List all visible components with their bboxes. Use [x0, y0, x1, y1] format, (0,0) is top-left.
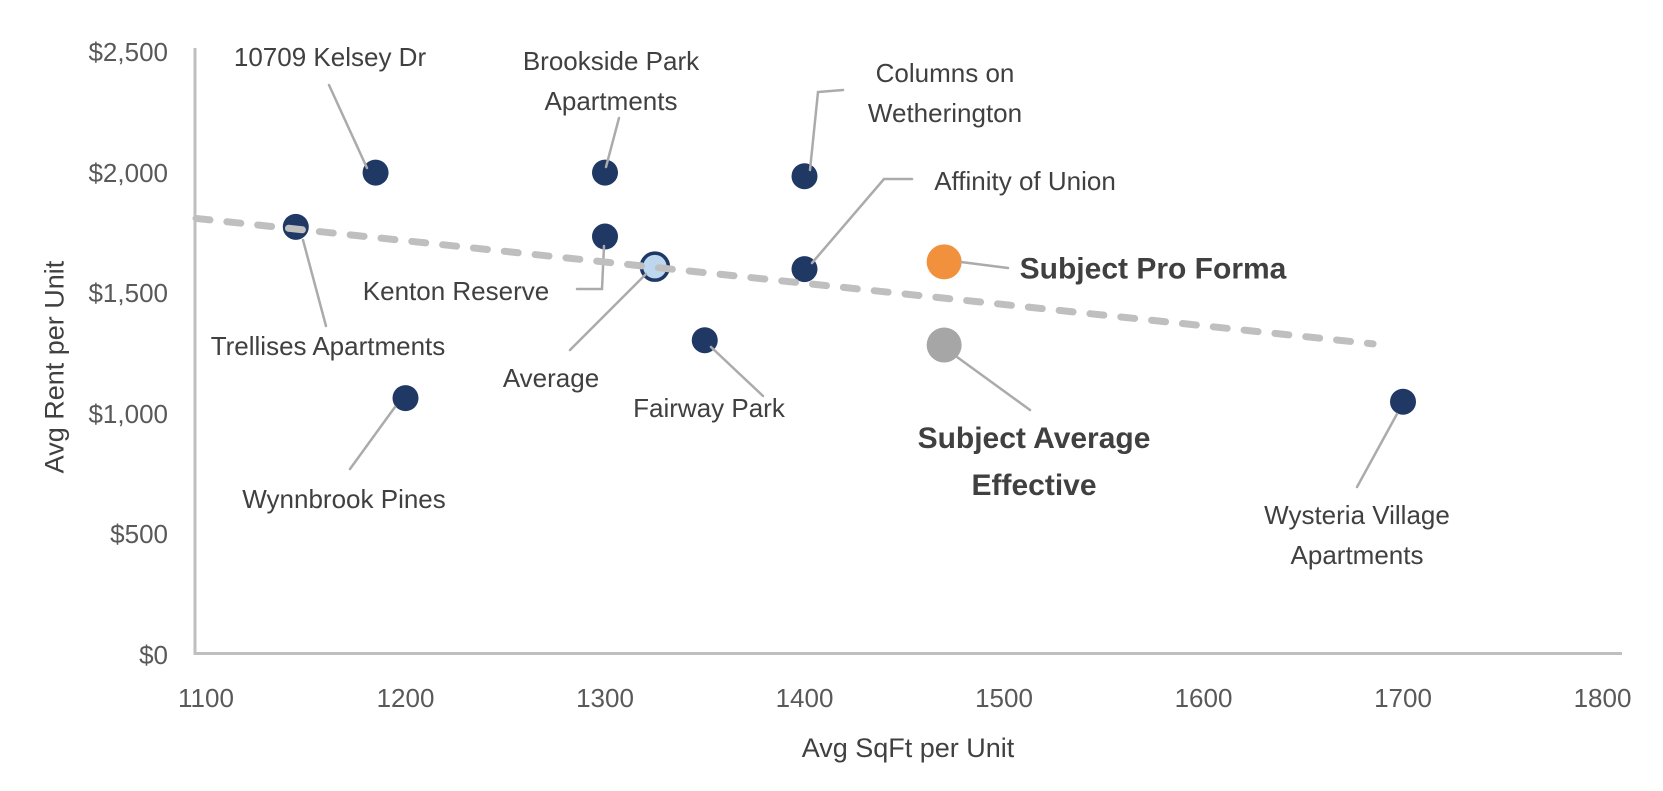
x-axis-title: Avg SqFt per Unit [801, 733, 1015, 763]
x-tick-1600: 1600 [1174, 683, 1233, 713]
x-tick-1200: 1200 [376, 683, 435, 713]
leader-fairway [709, 345, 765, 398]
data-point-brookside [592, 159, 618, 186]
leader-pro_forma [959, 260, 1010, 270]
data-point-avg_effective [926, 327, 962, 363]
data-point-wysteria [1390, 388, 1416, 415]
leader-wysteria [1355, 412, 1399, 489]
x-tick-1300: 1300 [576, 683, 634, 713]
point-label-fairway: Fairway Park [633, 393, 785, 423]
x-tick-1400: 1400 [775, 683, 834, 713]
leader-columns [808, 88, 845, 172]
point-label-kenton: Kenton Reserve [362, 276, 550, 306]
x-tick-1500: 1500 [975, 683, 1033, 713]
data-point-wynnbrook [392, 385, 419, 412]
point-label-wynnbrook: Wynnbrook Pines [242, 484, 446, 514]
y-tick-2000: $2,000 [88, 157, 168, 188]
leader-kenton [575, 244, 606, 291]
point-label-wysteria: Wysteria Village Apartments [1264, 500, 1450, 570]
point-label-pro_forma: Subject Pro Forma [1019, 252, 1287, 286]
leader-trellises [301, 238, 328, 328]
leader-kelsey [327, 83, 369, 170]
y-tick-1000: $1,000 [88, 398, 168, 429]
point-label-kelsey: 10709 Kelsey Dr [233, 42, 427, 72]
y-tick-500: $500 [110, 519, 168, 550]
leader-affinity [810, 177, 914, 265]
leader-brookside [604, 116, 621, 169]
data-point-kelsey [362, 159, 389, 186]
y-tick-1500: $1,500 [88, 278, 168, 309]
point-label-brookside: Brookside Park Apartments [522, 46, 700, 116]
point-label-columns: Columns on Wetherington [867, 58, 1023, 128]
point-label-average: Average [502, 363, 600, 393]
data-point-kenton [592, 223, 618, 250]
x-tick-1800: 1800 [1573, 683, 1632, 713]
point-label-avg_effective: Subject Average Effective [917, 422, 1151, 502]
data-point-columns [791, 163, 818, 190]
y-tick-2500: $2,500 [88, 37, 168, 67]
point-label-trellises: Trellises Apartments [210, 331, 446, 361]
point-label-affinity: Affinity of Union [934, 166, 1116, 196]
leader-wynnbrook [348, 405, 397, 471]
trendline-dashed [192, 214, 1377, 348]
leader-avg_effective [955, 355, 1032, 412]
data-point-pro_forma [926, 244, 962, 280]
leader-average [568, 272, 648, 352]
x-tick-1100: 1100 [178, 683, 234, 713]
y-tick-0: $0 [139, 640, 168, 670]
x-tick-1700: 1700 [1374, 683, 1432, 713]
y-axis-title: Avg Rent per Unit [39, 260, 70, 474]
